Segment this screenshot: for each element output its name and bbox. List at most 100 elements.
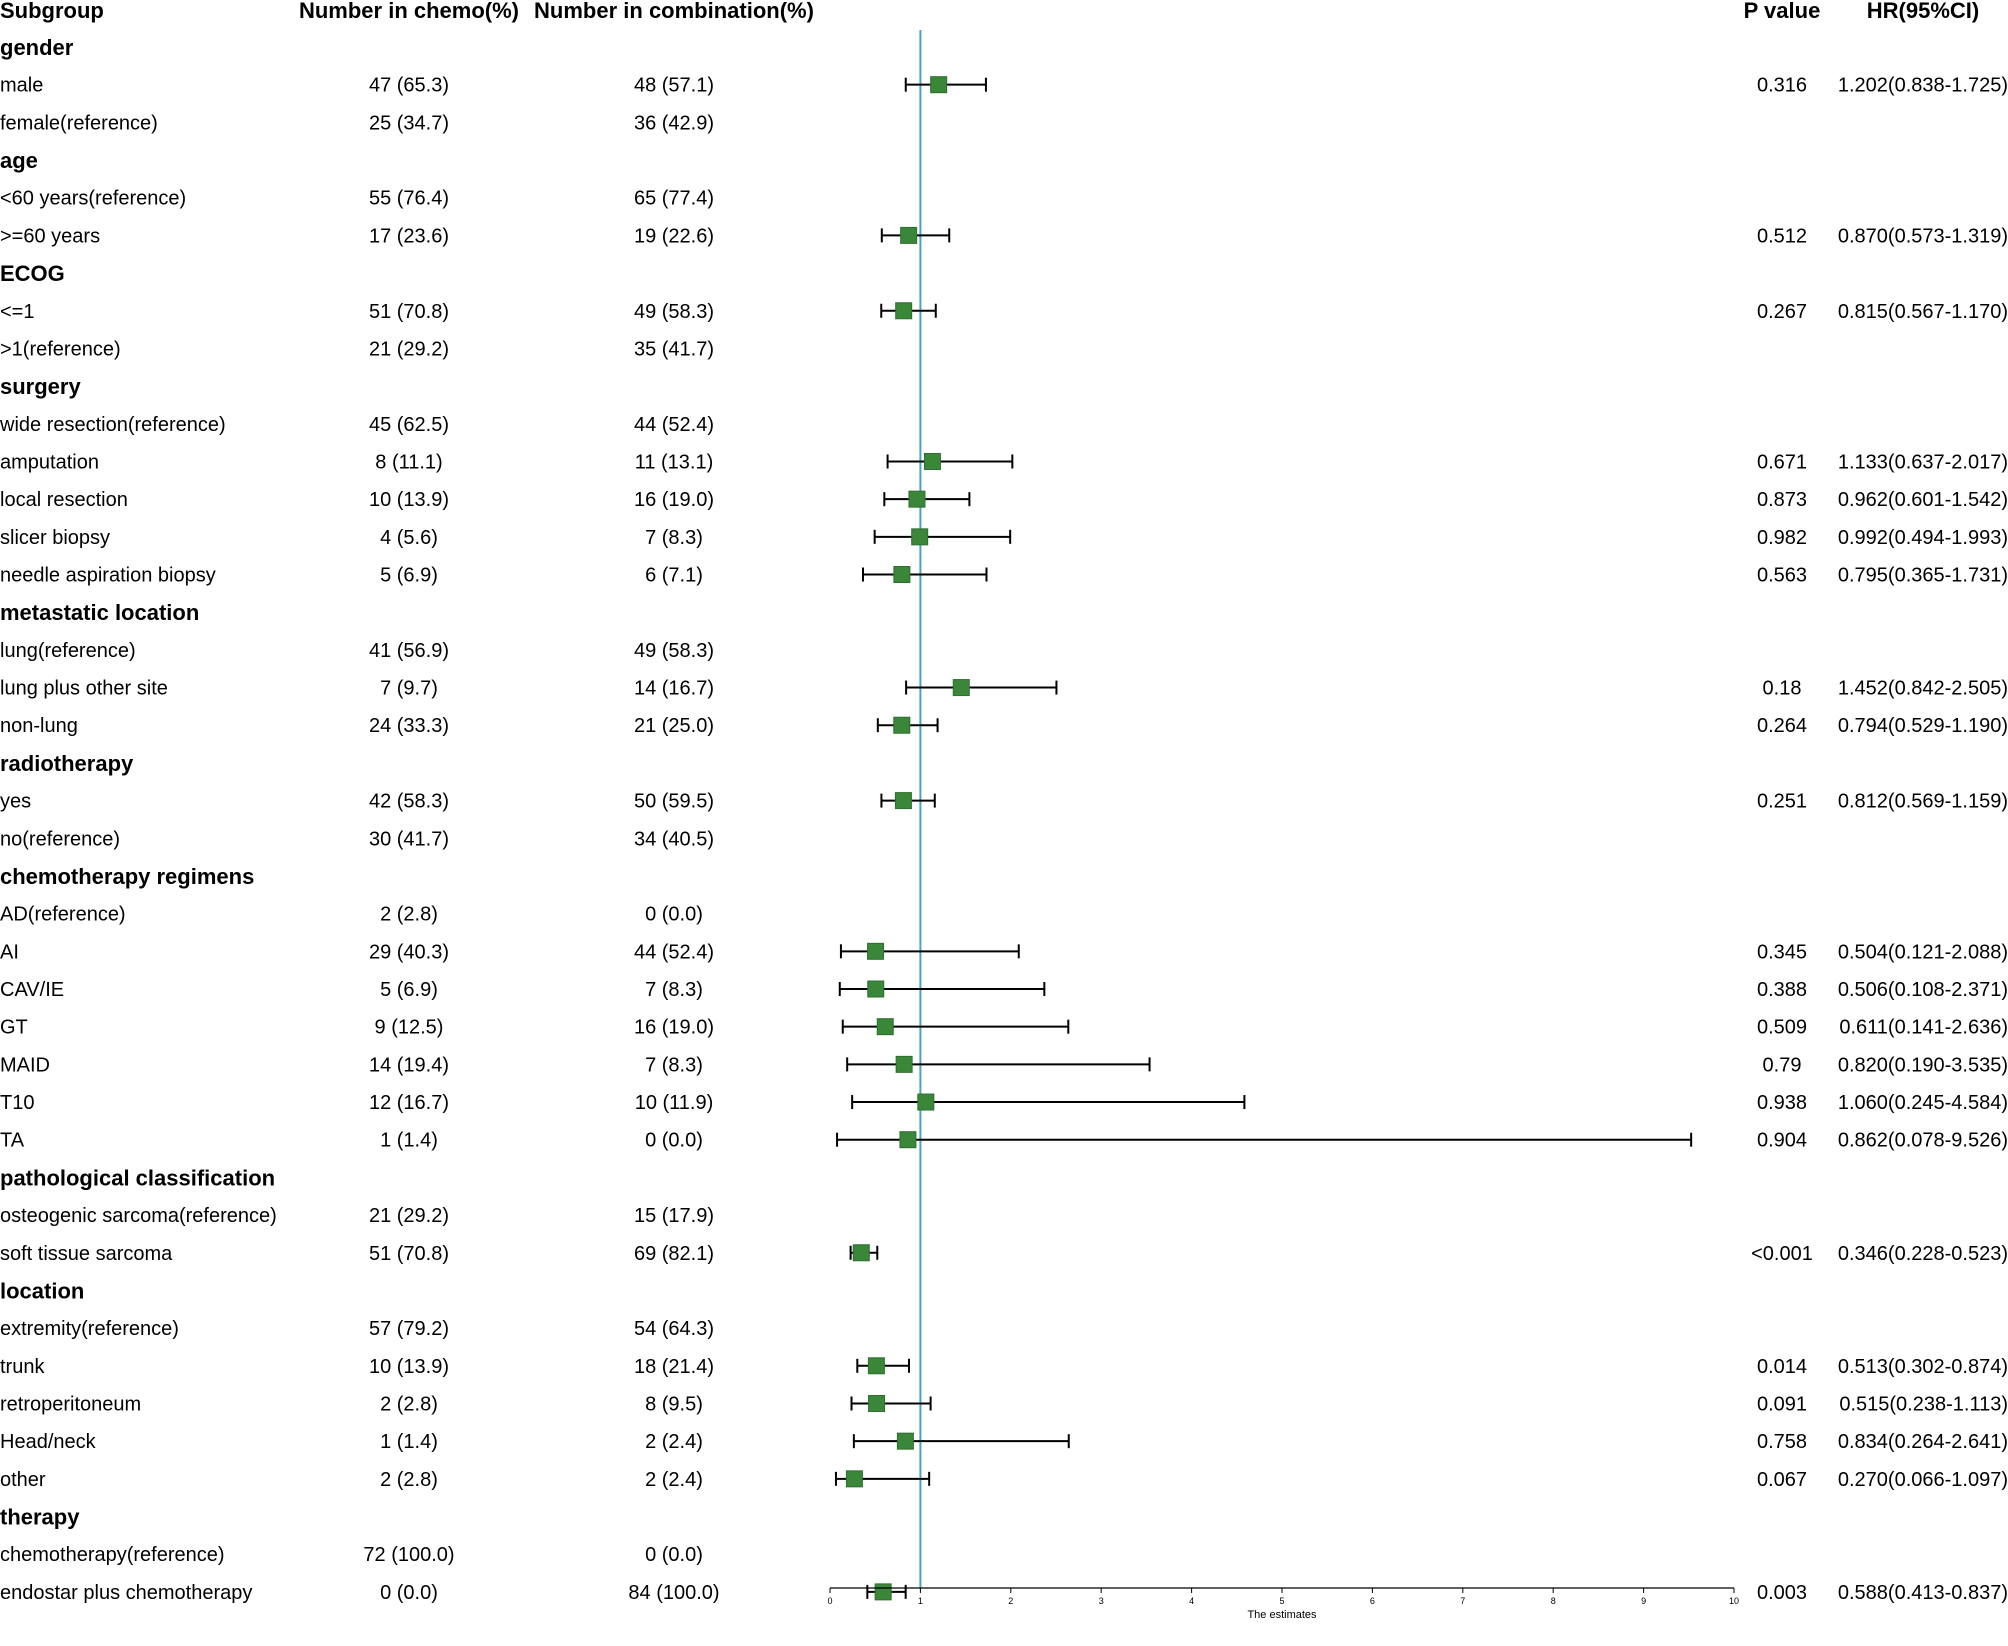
hr-ci-text: 1.060(0.245-4.584) (1838, 1092, 2008, 1114)
hr-ci-text: 0.588(0.413-0.837) (1838, 1582, 2008, 1604)
x-axis-label: The estimates (1247, 1609, 1317, 1621)
chemo-count: 9 (12.5) (375, 1017, 444, 1039)
x-tick-label: 8 (1551, 1596, 1556, 1606)
x-tick-label: 9 (1641, 1596, 1646, 1606)
chemo-count: 1 (1.4) (380, 1431, 438, 1453)
header-hr: HR(95%CI) (1867, 0, 1979, 23)
x-tick-label: 10 (1729, 1596, 1739, 1606)
hr-ci-text: 0.815(0.567-1.170) (1838, 301, 2008, 323)
p-value: 0.251 (1757, 791, 1807, 813)
combination-count: 16 (19.0) (634, 1017, 714, 1039)
group-label: ECOG (0, 261, 65, 286)
hr-marker (867, 980, 885, 998)
subgroup-label: <=1 (0, 301, 34, 323)
combination-count: 50 (59.5) (634, 791, 714, 813)
p-value: <0.001 (1751, 1243, 1813, 1265)
combination-count: 15 (17.9) (634, 1205, 714, 1227)
combination-count: 0 (0.0) (645, 1130, 703, 1152)
hr-marker (852, 1244, 870, 1262)
subgroup-label: other (0, 1469, 46, 1491)
header-chemo: Number in chemo(%) (299, 0, 519, 23)
group-label: radiotherapy (0, 751, 134, 776)
hr-marker (900, 226, 918, 244)
subgroup-label: >=60 years (0, 225, 100, 247)
hr-ci-text: 1.202(0.838-1.725) (1838, 75, 2008, 97)
x-tick-label: 0 (827, 1596, 832, 1606)
p-value: 0.938 (1757, 1092, 1807, 1114)
chemo-count: 1 (1.4) (380, 1130, 438, 1152)
x-tick-label: 7 (1460, 1596, 1465, 1606)
combination-count: 2 (2.4) (645, 1431, 703, 1453)
p-value: 0.014 (1757, 1356, 1807, 1378)
combination-count: 35 (41.7) (634, 338, 714, 360)
hr-marker (896, 1432, 914, 1450)
subgroup-label: extremity(reference) (0, 1318, 179, 1340)
p-value: 0.873 (1757, 489, 1807, 511)
subgroup-label: soft tissue sarcoma (0, 1243, 173, 1265)
subgroup-label: wide resection(reference) (0, 414, 226, 436)
hr-marker (908, 490, 926, 508)
subgroup-label: endostar plus chemotherapy (0, 1582, 252, 1604)
hr-marker (911, 528, 929, 546)
group-label: chemotherapy regimens (0, 864, 254, 889)
hr-markers (845, 76, 970, 1601)
hr-ci-text: 0.820(0.190-3.535) (1838, 1054, 2008, 1076)
header-subgroup: Subgroup (0, 0, 104, 23)
combination-count: 6 (7.1) (645, 565, 703, 587)
hr-ci-text: 0.992(0.494-1.993) (1838, 527, 2008, 549)
chemo-count: 2 (2.8) (380, 1469, 438, 1491)
p-value: 0.563 (1757, 565, 1807, 587)
chemo-count: 41 (56.9) (369, 640, 449, 662)
chemo-count: 4 (5.6) (380, 527, 438, 549)
combination-count: 0 (0.0) (645, 1544, 703, 1566)
chemo-count: 5 (6.9) (380, 979, 438, 1001)
combination-count: 14 (16.7) (634, 678, 714, 700)
hr-ci-text: 0.794(0.529-1.190) (1838, 715, 2008, 737)
hr-ci-text: 0.611(0.141-2.636) (1839, 1017, 2008, 1039)
chemo-count: 0 (0.0) (380, 1582, 438, 1604)
subgroup-label: non-lung (0, 715, 78, 737)
hr-ci-text: 0.504(0.121-2.088) (1838, 941, 2008, 963)
table-rows: gender male 47 (65.3) 48 (57.1) 0.316 1.202(0… (0, 35, 2008, 1604)
p-value: 0.267 (1757, 301, 1807, 323)
combination-count: 36 (42.9) (634, 112, 714, 134)
header-combination: Number in combination(%) (534, 0, 814, 23)
p-value: 0.388 (1757, 979, 1807, 1001)
chemo-count: 10 (13.9) (369, 489, 449, 511)
chemo-count: 12 (16.7) (369, 1092, 449, 1114)
p-value: 0.758 (1757, 1431, 1807, 1453)
hr-marker (923, 452, 941, 470)
chemo-count: 42 (58.3) (369, 791, 449, 813)
group-label: surgery (0, 374, 81, 399)
subgroup-label: AI (0, 941, 19, 963)
hr-marker (874, 1583, 892, 1601)
chemo-count: 72 (100.0) (363, 1544, 454, 1566)
hr-marker (917, 1093, 935, 1111)
hr-marker (867, 942, 885, 960)
chemo-count: 17 (23.6) (369, 225, 449, 247)
x-tick-label: 4 (1189, 1596, 1194, 1606)
subgroup-label: >1(reference) (0, 338, 121, 360)
p-value: 0.067 (1757, 1469, 1807, 1491)
combination-count: 34 (40.5) (634, 828, 714, 850)
hr-marker (867, 1357, 885, 1375)
subgroup-label: slicer biopsy (0, 527, 110, 549)
chemo-count: 45 (62.5) (369, 414, 449, 436)
x-tick-label: 5 (1279, 1596, 1284, 1606)
chemo-count: 5 (6.9) (380, 565, 438, 587)
chemo-count: 30 (41.7) (369, 828, 449, 850)
combination-count: 16 (19.0) (634, 489, 714, 511)
p-value: 0.003 (1757, 1582, 1807, 1604)
subgroup-label: chemotherapy(reference) (0, 1544, 225, 1566)
hr-marker (893, 716, 911, 734)
chemo-count: 8 (11.1) (375, 451, 442, 473)
subgroup-label: Head/neck (0, 1431, 97, 1453)
p-value: 0.18 (1763, 678, 1802, 700)
chemo-count: 21 (29.2) (369, 338, 449, 360)
subgroup-label: local resection (0, 489, 128, 511)
combination-count: 7 (8.3) (645, 979, 703, 1001)
subgroup-label: lung(reference) (0, 640, 136, 662)
p-value: 0.316 (1757, 75, 1807, 97)
x-tick-label: 2 (1008, 1596, 1013, 1606)
